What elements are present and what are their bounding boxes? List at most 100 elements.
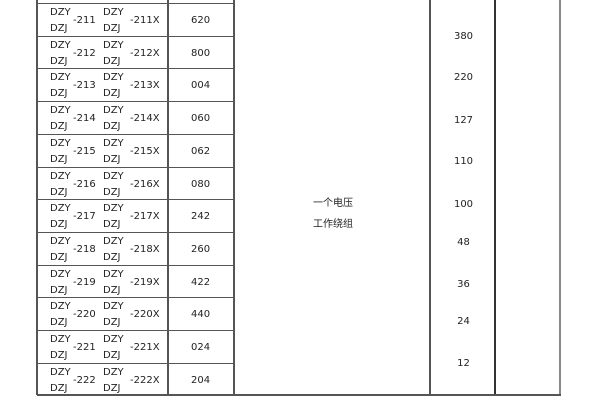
model-number: -218 [73,243,96,255]
row-divider [37,68,234,70]
model-prefix-y: DZY [103,7,124,18]
voltage-value: 100 [453,199,474,210]
model-number-x: -216X [130,178,160,190]
model-prefix-j: DZJ [50,317,68,329]
model-prefix-y: DZY [50,7,71,18]
model-prefix-y: DZY [103,105,124,117]
table-row: DZY DZJ -215 DZY DZJ -215X 062 [37,134,234,167]
table-row: DZY DZJ -212 DZY DZJ -212X 800 [37,36,234,69]
code-cell: 060 [191,113,211,125]
model-prefix-y: DZY [50,235,71,247]
code-cell: 062 [191,145,211,157]
model-prefix-y: DZY [50,137,71,149]
table-border-left [36,0,38,395]
voltage-value: 12 [457,358,470,369]
model-number: -221 [73,342,96,353]
row-divider [37,3,234,4]
model-prefix-j: DZJ [103,55,121,67]
model-number-x: -217X [130,211,160,223]
table-row: DZY DZJ -217 DZY DZJ -217X 242 [37,199,234,232]
model-prefix-y: DZY [103,366,124,378]
model-prefix-j: DZJ [50,350,68,361]
model-number: -213 [73,80,96,92]
model-prefix-y: DZY [50,39,71,51]
model-prefix-j: DZJ [50,284,68,296]
row-divider [37,264,234,266]
model-prefix-j: DZJ [50,382,68,394]
row-divider [37,362,234,364]
table-row: DZY DZJ -213 DZY DZJ -213X 004 [37,68,234,101]
model-prefix-y: DZY [103,170,124,182]
table-row: DZY DZJ -222 DZY DZJ -222X 204 [37,363,234,396]
model-number-x: -222X [130,374,160,386]
code-cell: 800 [191,47,211,59]
model-prefix-j: DZJ [50,251,68,263]
model-prefix-j: DZJ [103,153,121,165]
model-number-x: -215X [130,145,160,157]
column-divider [233,0,235,395]
table-row: DZY DZJ -216 DZY DZJ -216X 080 [37,167,234,200]
model-prefix-y: DZY [103,334,124,345]
model-prefix-y: DZY [50,334,71,345]
model-number: -222 [73,374,96,386]
model-prefix-j: DZJ [50,121,68,133]
table-row: DZY DZJ -220 DZY DZJ -220X 440 [37,297,234,330]
model-prefix-y: DZY [50,170,71,182]
model-number-x: -220X [130,309,160,321]
model-number-x: -219X [130,276,160,288]
model-prefix-y: DZY [50,203,71,215]
model-prefix-j: DZJ [50,153,68,165]
voltage-value: 36 [457,279,470,290]
model-prefix-j: DZJ [103,284,121,296]
table-border-bottom [37,394,561,396]
model-prefix-y: DZY [50,366,71,378]
row-divider [37,101,234,103]
model-prefix-j: DZJ [103,382,121,394]
voltage-value: 220 [453,72,474,83]
model-prefix-j: DZJ [50,55,68,67]
code-cell: 422 [191,276,211,288]
model-prefix-j: DZJ [50,186,68,198]
code-cell: 620 [191,15,211,26]
model-prefix-j: DZJ [103,251,121,263]
model-number-x: -218X [130,243,160,255]
model-prefix-j: DZJ [103,219,121,231]
model-number: -219 [73,276,96,288]
code-cell: 080 [191,178,211,190]
model-prefix-j: DZJ [103,317,121,329]
voltage-value: 380 [453,31,474,42]
table-row: DZY DZJ -214 DZY DZJ -214X 060 [37,101,234,134]
model-number-x: -221X [130,342,160,353]
model-prefix-y: DZY [103,203,124,215]
model-number-x: -214X [130,113,160,125]
voltage-value: 127 [453,115,474,126]
model-number: -216 [73,178,96,190]
code-cell: 204 [191,374,211,386]
model-prefix-j: DZJ [50,219,68,231]
description-line-2: 工作绕组 [313,219,353,230]
model-number-x: -213X [130,80,160,92]
model-prefix-y: DZY [50,268,71,280]
row-divider [37,297,234,299]
model-prefix-j: DZJ [50,88,68,100]
row-divider [37,35,234,37]
voltage-value: 110 [453,156,474,167]
model-prefix-j: DZJ [103,121,121,133]
code-cell: 242 [191,211,211,223]
code-cell: 024 [191,342,211,353]
code-cell: 004 [191,80,211,92]
model-prefix-j: DZJ [103,350,121,361]
model-prefix-y: DZY [50,301,71,313]
model-prefix-j: DZJ [50,23,68,34]
model-prefix-j: DZJ [103,23,121,34]
row-divider [37,330,234,331]
model-number: -215 [73,145,96,157]
model-prefix-y: DZY [50,105,71,117]
row-divider [37,133,234,135]
model-prefix-y: DZY [50,72,71,84]
model-number: -220 [73,309,96,321]
model-number: -217 [73,211,96,223]
table-row: DZY DZJ -211 DZY DZJ -211X 620 [37,3,234,36]
column-divider [494,0,496,395]
code-cell: 440 [191,309,211,321]
